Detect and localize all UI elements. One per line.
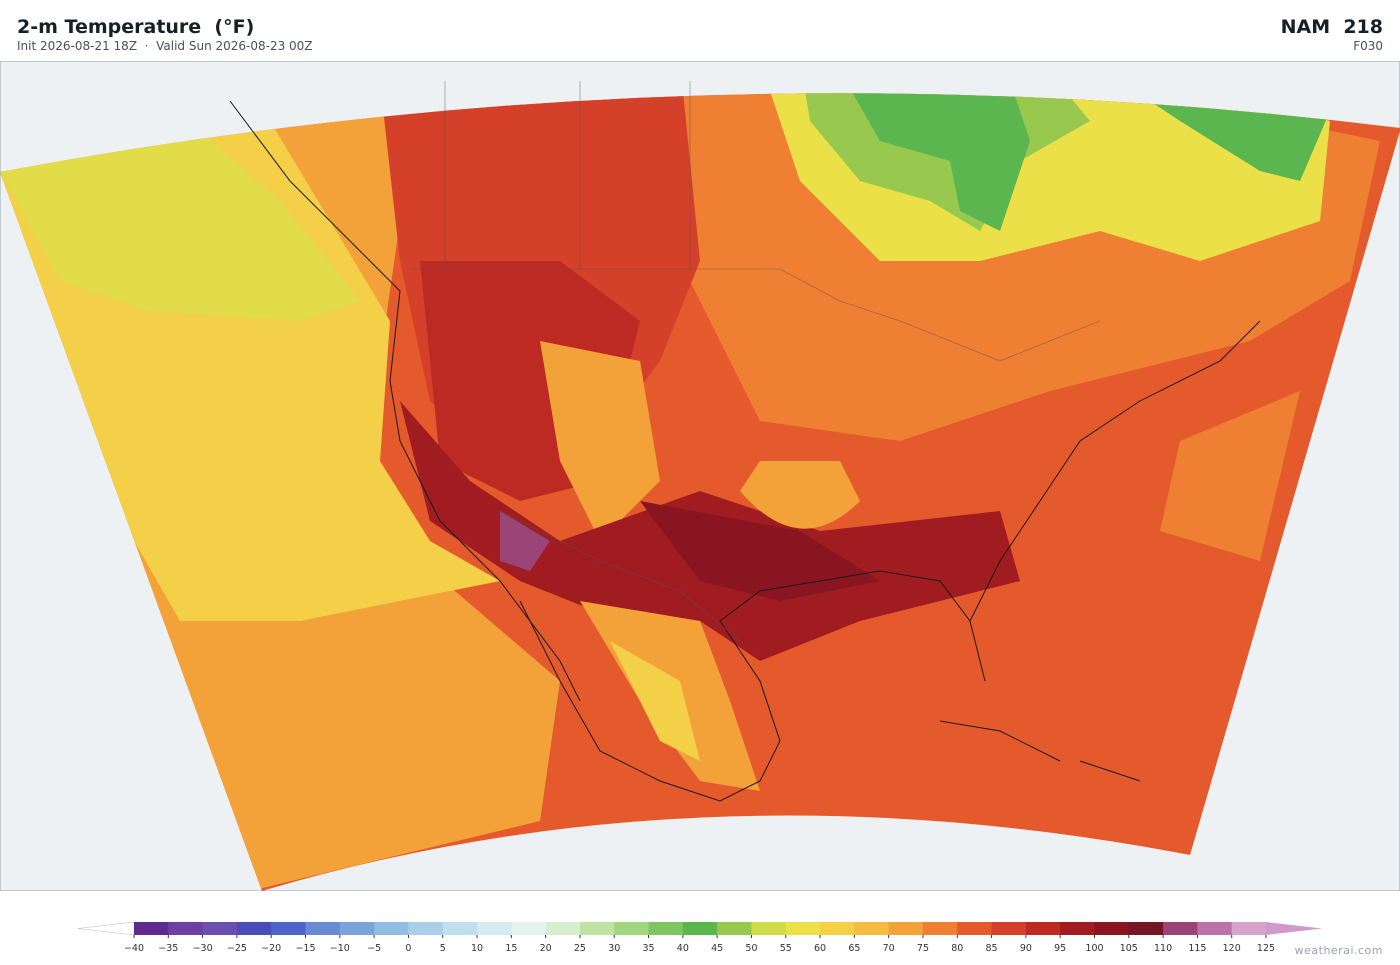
colorbar-segment xyxy=(134,922,169,935)
colorbar-tick-label: 30 xyxy=(608,943,620,954)
colorbar-tick-label: 10 xyxy=(471,943,483,954)
colorbar-segment xyxy=(1163,922,1198,935)
colorbar-segment xyxy=(442,922,478,935)
colorbar-segment xyxy=(614,922,650,935)
colorbar-tick-label: 60 xyxy=(814,943,826,954)
colorbar-tick-label: 115 xyxy=(1188,943,1206,954)
forecast-hour: F030 xyxy=(1353,39,1383,53)
colorbar-segment xyxy=(271,922,307,935)
colorbar-tick-label: 5 xyxy=(440,943,446,954)
colorbar-segment xyxy=(305,922,341,935)
colorbar-segment xyxy=(236,922,272,935)
borders xyxy=(410,81,1101,642)
colorbar-extend-high xyxy=(1266,922,1322,935)
colorbar-segment xyxy=(339,922,375,935)
colorbar-tick-label: −5 xyxy=(367,943,381,954)
colorbar-tick-label: −30 xyxy=(193,943,213,954)
colorbar-segment xyxy=(991,922,1027,935)
colorbar-tick-label: −10 xyxy=(330,943,350,954)
colorbar-segment xyxy=(511,922,547,935)
colorbar-tick-label: −25 xyxy=(227,943,247,954)
title: 2-m Temperature (°F) xyxy=(17,16,255,38)
colorbar-tick-label: 55 xyxy=(780,943,792,954)
model-name: NAM 218 xyxy=(1280,16,1383,38)
coastlines xyxy=(229,100,1261,802)
subtitle: Init 2026-08-21 18Z · Valid Sun 2026-08-… xyxy=(17,39,313,53)
colorbar-tick-label: 85 xyxy=(986,943,998,954)
colorbar-segment xyxy=(374,922,409,935)
colorbar-tick-label: 50 xyxy=(745,943,757,954)
colorbar-segment xyxy=(785,922,821,935)
colorbar-tick-label: 110 xyxy=(1154,943,1172,954)
credit: weatherai.com xyxy=(1294,944,1383,957)
colorbar-segment xyxy=(717,922,752,935)
colorbar-tick-label: −40 xyxy=(124,943,144,954)
colorbar-tick-label: 20 xyxy=(540,943,552,954)
colorbar-tick-label: 95 xyxy=(1054,943,1066,954)
colorbar-tick-label: −15 xyxy=(295,943,315,954)
colorbar-tick-label: −20 xyxy=(261,943,281,954)
colorbar-segment xyxy=(957,922,993,935)
colorbar-segment xyxy=(648,922,684,935)
colorbar-tick-label: 105 xyxy=(1120,943,1138,954)
colorbar-tick-label: 65 xyxy=(848,943,860,954)
colorbar-tick-label: 25 xyxy=(574,943,586,954)
colorbar-tick-label: 120 xyxy=(1223,943,1241,954)
colorbar-segment xyxy=(579,922,615,935)
colorbar-tick-label: 90 xyxy=(1020,943,1032,954)
colorbar-segment xyxy=(1060,922,1095,935)
colorbar-segment xyxy=(854,922,890,935)
colorbar-tick-label: 80 xyxy=(951,943,963,954)
colorbar-segment xyxy=(1231,922,1267,935)
temperature-field xyxy=(0,93,1400,891)
colorbar: −40 −35 −30 −25 −20 −15 −10 −5 0 5 10 15 20 25 30 35 40 4… xyxy=(77,921,1322,954)
colorbar-tick-label: 100 xyxy=(1085,943,1103,954)
colorbar-segment xyxy=(202,922,238,935)
colorbar-segment xyxy=(682,922,718,935)
colorbar-tick-label: 125 xyxy=(1257,943,1275,954)
colorbar-tick-label: 15 xyxy=(505,943,517,954)
colorbar-segment xyxy=(408,922,444,935)
colorbar-tick-label: 0 xyxy=(405,943,411,954)
colorbar-segment xyxy=(751,922,787,935)
colorbar-segment xyxy=(1094,922,1130,935)
colorbar-tick-label: 45 xyxy=(711,943,723,954)
colorbar-segment xyxy=(922,922,958,935)
map xyxy=(0,61,1400,891)
colorbar-segment xyxy=(1197,922,1233,935)
colorbar-segment xyxy=(477,922,512,935)
colorbar-tick-label: 35 xyxy=(642,943,654,954)
colorbar-tick-label: 40 xyxy=(677,943,689,954)
colorbar-segment xyxy=(545,922,581,935)
colorbar-segment xyxy=(168,922,204,935)
colorbar-segment xyxy=(1128,922,1164,935)
colorbar-segment xyxy=(1025,922,1061,935)
colorbar-segment xyxy=(820,922,855,935)
colorbar-extend-low xyxy=(77,921,135,936)
colorbar-tick-label: −35 xyxy=(158,943,178,954)
colorbar-segment xyxy=(888,922,924,935)
colorbar-tick-label: 70 xyxy=(883,943,895,954)
colorbar-tick-label: 75 xyxy=(917,943,929,954)
